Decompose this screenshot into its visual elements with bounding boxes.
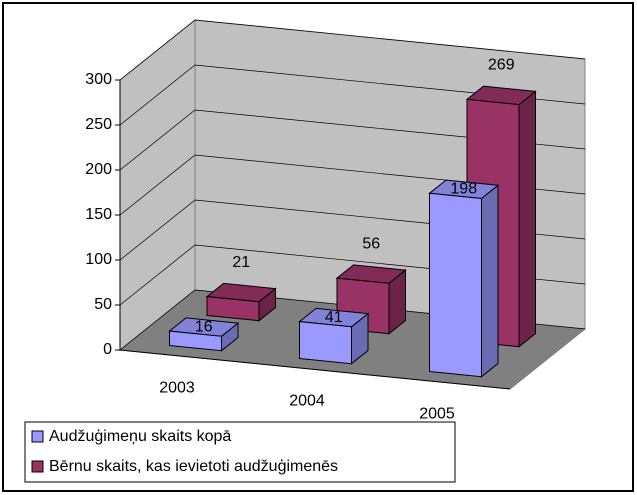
bar: [169, 330, 222, 352]
legend-label: Audžuģimeņu skaits kopā: [49, 427, 231, 445]
y-tick-label: 300: [85, 71, 112, 88]
bar-side: [481, 184, 499, 378]
legend-swatch: [31, 430, 44, 443]
bar: [299, 321, 352, 365]
legend-label: Bērnu skaits, kas ievietoti audžuģimenēs: [49, 457, 338, 475]
y-tick-label: 0: [103, 341, 112, 358]
data-label: 21: [232, 254, 250, 271]
y-tick-label: 100: [85, 251, 112, 268]
bar: [206, 296, 260, 322]
bar-side: [518, 90, 536, 348]
y-tick-label: 250: [85, 116, 112, 133]
x-tick-label: 2005: [419, 406, 455, 423]
x-axis: [119, 349, 511, 390]
data-label: 41: [325, 309, 343, 326]
y-tick-label: 200: [85, 161, 112, 178]
data-label: 56: [362, 235, 380, 252]
data-label: 198: [450, 181, 477, 198]
x-tick-label: 2004: [289, 393, 325, 410]
data-label: 16: [195, 318, 213, 335]
legend: [24, 421, 456, 483]
legend-swatch: [31, 460, 44, 473]
grid-line: [119, 19, 586, 81]
y-tick-label: 50: [94, 296, 112, 313]
x-tick-label: 2003: [159, 380, 195, 397]
grid-line: [119, 64, 586, 126]
data-label: 269: [488, 57, 515, 74]
grid-line: [119, 109, 586, 171]
bar: [429, 192, 482, 378]
y-tick-label: 150: [85, 206, 112, 223]
